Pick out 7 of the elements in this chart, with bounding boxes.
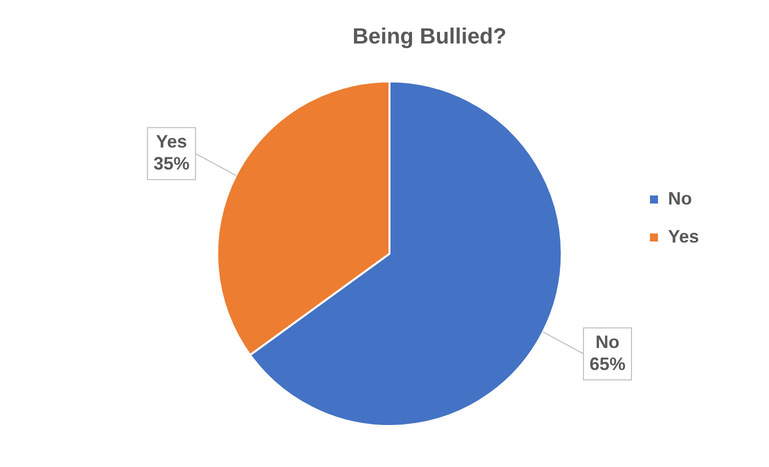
data-label: 65% bbox=[589, 354, 626, 374]
chart-title: Being Bullied? bbox=[352, 23, 506, 48]
slice-label: No bbox=[595, 332, 620, 352]
legend-label: Yes bbox=[668, 226, 700, 246]
slice-label: Yes bbox=[156, 132, 188, 152]
legend-label: No bbox=[668, 188, 692, 208]
data-label: 35% bbox=[153, 154, 190, 174]
